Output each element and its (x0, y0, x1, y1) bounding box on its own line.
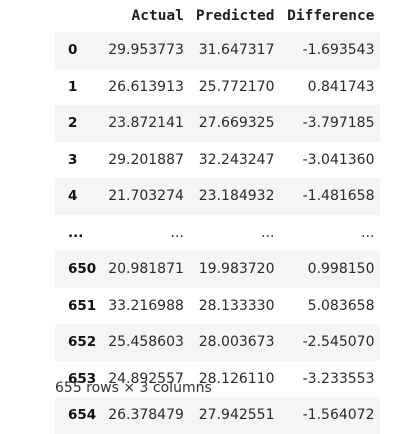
cell-difference: -1.481658 (302, 188, 375, 205)
column-header-difference: Difference (287, 8, 375, 24)
cell-difference: -1.693543 (302, 42, 375, 59)
row-index: 652 (68, 334, 97, 351)
row-index: 4 (68, 188, 78, 205)
dataframe-shape-caption: 655 rows × 3 columns (55, 380, 212, 396)
cell-actual: 29.201887 (108, 151, 184, 168)
index-header (55, 0, 102, 32)
row-index: 2 (68, 115, 78, 132)
column-header-actual: Actual (131, 8, 184, 24)
cell-actual: 20.981871 (108, 261, 184, 278)
cell-predicted: ... (261, 224, 275, 241)
table-row: 650 20.981871 19.983720 0.998150 (55, 251, 381, 288)
table-row: 654 26.378479 27.942551 -1.564072 (55, 397, 381, 434)
cell-difference: ... (361, 224, 375, 241)
column-header-predicted: Predicted (195, 8, 275, 24)
table-row: 651 33.216988 28.133330 5.083658 (55, 287, 381, 324)
table-row: 0 29.953773 31.647317 -1.693543 (55, 32, 381, 69)
row-index: 654 (68, 407, 97, 424)
dataframe-output: Actual Predicted Difference 0 29.953773 … (55, 0, 381, 434)
cell-predicted: 32.243247 (198, 151, 275, 168)
row-index: ... (68, 224, 84, 241)
table-row: 2 23.872141 27.669325 -3.797185 (55, 105, 381, 142)
cell-actual: 24.892557 (108, 370, 184, 387)
cell-difference: -3.797185 (302, 115, 375, 132)
row-index: 1 (68, 78, 78, 95)
table-row: 652 25.458603 28.003673 -2.545070 (55, 324, 381, 361)
row-index: 3 (68, 151, 78, 168)
cell-predicted: 25.772170 (198, 78, 275, 95)
table-row: 653 24.892557 28.126110 -3.233553 (55, 360, 381, 397)
row-index: 0 (68, 42, 78, 59)
cell-predicted: 23.184932 (198, 188, 275, 205)
cell-actual: 26.613913 (108, 78, 184, 95)
cell-predicted: 27.669325 (198, 115, 275, 132)
cell-predicted: 28.003673 (198, 334, 275, 351)
cell-difference: 5.083658 (307, 297, 375, 314)
table-row: 1 26.613913 25.772170 0.841743 (55, 68, 381, 105)
cell-difference: -3.233553 (302, 370, 375, 387)
cell-predicted: 27.942551 (198, 407, 275, 424)
cell-difference: 0.998150 (307, 261, 375, 278)
cell-predicted: 28.126110 (198, 370, 275, 387)
cell-difference: -3.041360 (302, 151, 375, 168)
row-index: 653 (68, 370, 97, 387)
table-row: 4 21.703274 23.184932 -1.481658 (55, 178, 381, 215)
cell-difference: -2.545070 (302, 334, 375, 351)
cell-actual: 29.953773 (108, 42, 184, 59)
dataframe-table: Actual Predicted Difference 0 29.953773 … (55, 0, 381, 434)
cell-predicted: 31.647317 (198, 42, 275, 59)
header-row: Actual Predicted Difference (55, 0, 380, 32)
cell-actual: 25.458603 (108, 334, 184, 351)
cell-actual: 21.703274 (108, 188, 184, 205)
table-body: 0 29.953773 31.647317 -1.693543 1 26.613… (55, 32, 381, 434)
cell-actual: 26.378479 (108, 407, 184, 424)
table-header: Actual Predicted Difference (55, 0, 380, 32)
cell-actual: ... (170, 224, 184, 241)
cell-predicted: 28.133330 (198, 297, 275, 314)
cell-predicted: 19.983720 (198, 261, 275, 278)
cell-difference: -1.564072 (302, 407, 375, 424)
row-index: 650 (68, 261, 97, 278)
ellipsis-row: ... ... ... ... (55, 214, 381, 251)
cell-actual: 33.216988 (108, 297, 184, 314)
cell-actual: 23.872141 (108, 115, 184, 132)
table-row: 3 29.201887 32.243247 -3.041360 (55, 141, 381, 178)
row-index: 651 (68, 297, 97, 314)
cell-difference: 0.841743 (307, 78, 375, 95)
